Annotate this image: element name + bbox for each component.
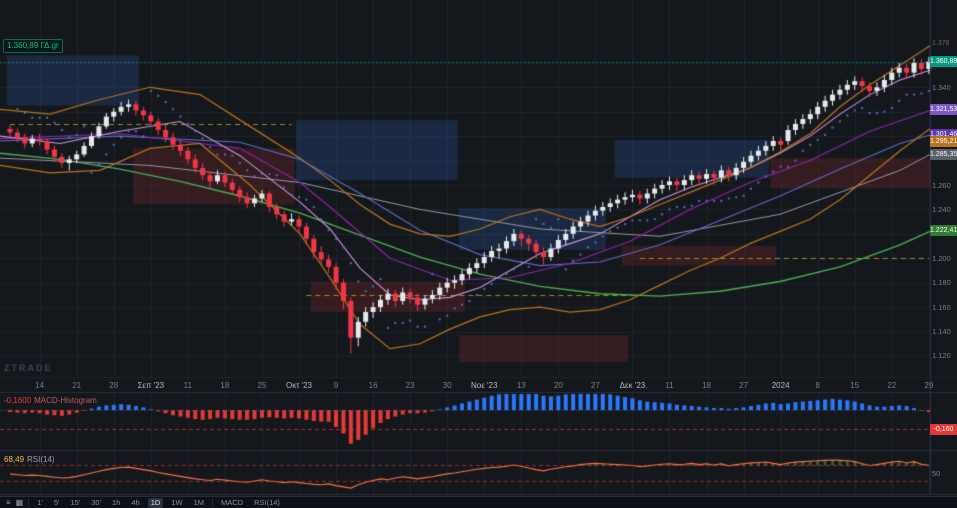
- time-axis-label: 29: [924, 381, 934, 390]
- toolbar-button-rsi(14)[interactable]: RSI(14): [254, 497, 280, 507]
- toolbar-button-1'[interactable]: 1': [37, 497, 43, 507]
- time-axis-label: 22: [887, 381, 897, 390]
- price-axis-chip: 1.285,35: [930, 148, 957, 160]
- time-axis-label: 18: [702, 381, 711, 390]
- toolbar-button-30'[interactable]: 30': [91, 497, 102, 507]
- time-axis-label: Σεπ '23: [137, 381, 165, 390]
- price-axis-label: 1.120: [932, 351, 951, 361]
- price-axis-chip: 1.321,53: [930, 104, 957, 116]
- price-axis-label: 1.140: [932, 327, 951, 337]
- macd-name: MACD-Histogram: [34, 396, 97, 405]
- rsi-indicator-label[interactable]: 68,49 RSI(14): [4, 455, 55, 464]
- time-axis-label: 23: [405, 381, 415, 390]
- price-axis-label: 1.180: [932, 278, 951, 288]
- symbol-price-label[interactable]: 1.360,89 ΓΔ.gr: [3, 39, 63, 53]
- price-axis[interactable]: 1.376 1.340 1.260 1.240 1.200 1.180 1.160 1.140…: [930, 0, 957, 496]
- price-axis-chip: 1.295,21: [930, 136, 957, 148]
- toolbar-separator: [28, 498, 30, 507]
- menu-icon[interactable]: ≡: [6, 497, 11, 507]
- rsi-name: RSI(14): [27, 455, 55, 464]
- toolbar-button-1w[interactable]: 1W: [171, 497, 183, 507]
- time-axis[interactable]: 14 21 28 Σεπ '23 11 18 25 Οκτ '23 9 16 23 30 Νοε '23…: [0, 380, 934, 393]
- time-axis-label: 11: [183, 381, 192, 390]
- price-axis-label: 1.376: [932, 39, 950, 47]
- price-axis-label: 1.160: [932, 302, 951, 312]
- toolbar-button-4h[interactable]: 4h: [131, 497, 140, 507]
- time-axis-label: 15: [850, 381, 860, 390]
- time-axis-label: 25: [257, 381, 267, 390]
- price-axis-label: 1.240: [932, 204, 951, 214]
- time-axis-label: 21: [72, 381, 82, 390]
- toolbar-button-15'[interactable]: 15': [70, 497, 81, 507]
- time-axis-label: 11: [665, 381, 674, 390]
- price-axis-label: 1.200: [932, 253, 951, 263]
- time-axis-label: Δεκ '23: [619, 381, 646, 390]
- time-axis-label: Νοε '23: [471, 381, 498, 390]
- layout-grid-icon[interactable]: ▦: [15, 497, 24, 507]
- time-axis-label: 30: [442, 381, 452, 390]
- toolbar-button-macd[interactable]: MACD: [220, 497, 244, 507]
- time-axis-label: 8: [815, 381, 820, 390]
- rsi-value: 68,49: [4, 455, 25, 464]
- price-axis-chip: 1.360,89: [930, 56, 957, 68]
- time-axis-label: 27: [739, 381, 749, 390]
- time-axis-label: Οκτ '23: [285, 381, 312, 390]
- time-axis-label: 2024: [771, 381, 790, 390]
- toolbar-button-1h[interactable]: 1h: [112, 497, 121, 507]
- rsi-axis-label: 50: [932, 469, 941, 478]
- time-axis-label: 13: [516, 381, 526, 390]
- time-axis-label: 16: [368, 381, 378, 390]
- time-axis-label: 28: [109, 381, 119, 390]
- macd-indicator-label[interactable]: -0,1600 MACD-Histogram: [4, 396, 97, 405]
- macd-axis-chip: -0,160: [930, 424, 957, 435]
- price-axis-label: 1.340: [932, 82, 951, 92]
- time-axis-label: 20: [553, 381, 563, 390]
- toolbar-separator: [211, 498, 213, 507]
- macd-value: -0,1600: [4, 396, 32, 405]
- time-axis-label: 14: [35, 381, 45, 390]
- toolbar-button-1m[interactable]: 1M: [193, 497, 204, 507]
- price-axis-label: 1.260: [932, 180, 951, 190]
- toolbar-button-5'[interactable]: 5': [53, 497, 60, 507]
- time-axis-label: 27: [590, 381, 600, 390]
- time-axis-label: 18: [220, 381, 230, 390]
- time-axis-label: 9: [333, 381, 339, 390]
- price-axis-chip: 1.222,41: [930, 225, 957, 237]
- price-axis-chip: 1.301,46: [930, 128, 957, 140]
- watermark: ZTRADE: [4, 363, 53, 373]
- toolbar-button-1d[interactable]: 1D: [147, 497, 164, 508]
- bottom-toolbar: ≡ ▦ 1' 5' 15' 30' 1h 4h 1D 1W 1M MACD RSI(14): [0, 496, 957, 508]
